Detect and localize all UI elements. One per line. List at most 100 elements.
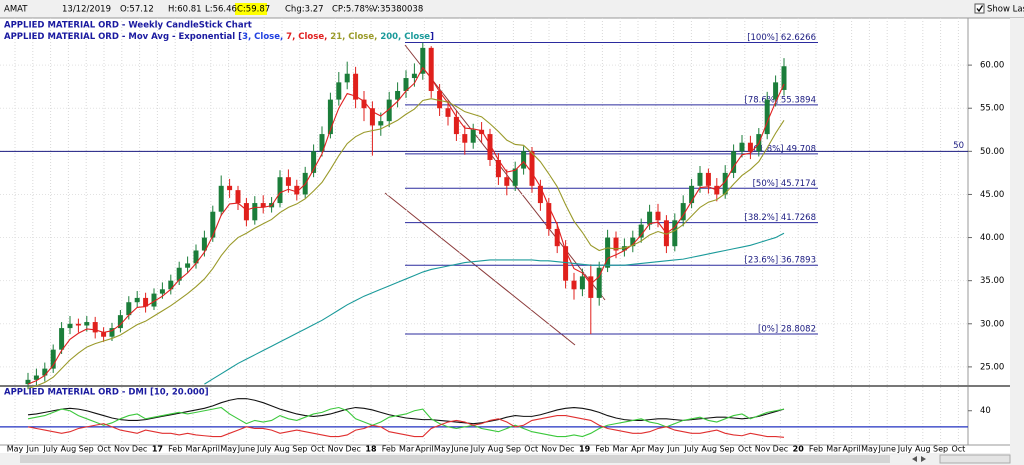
date: 13/12/2019 — [62, 5, 111, 15]
candle-body — [193, 250, 199, 264]
x-tick-label: Mar — [185, 445, 201, 454]
y-tick-label: 45.00 — [980, 190, 1004, 200]
fib-label: [50%] 45.7174 — [753, 179, 816, 189]
candle-body — [126, 302, 132, 316]
candle-body — [168, 280, 174, 290]
x-tick-label: Jun — [666, 445, 680, 454]
x-tick-label: July — [470, 445, 486, 454]
candle-body — [277, 177, 283, 204]
candle-body — [252, 203, 258, 221]
candle-body — [243, 203, 249, 221]
x-tick-label: 20 — [793, 445, 805, 454]
candle-body — [445, 108, 451, 117]
candle-body — [151, 293, 157, 307]
x-tick-label: May — [7, 445, 24, 454]
candle-body — [613, 237, 619, 251]
x-tick-label: April — [415, 445, 433, 454]
candle-body — [747, 142, 753, 152]
candle-body — [638, 224, 644, 238]
candle-body — [344, 73, 350, 83]
x-tick-label: Feb — [382, 445, 396, 454]
x-tick-label: Mar — [399, 445, 415, 454]
close-highlight — [235, 3, 267, 15]
candle-body — [479, 129, 485, 135]
candle-body — [537, 185, 543, 204]
candle-body — [411, 73, 417, 79]
x-tick-label: Nov — [114, 445, 130, 454]
candle-body — [369, 108, 375, 126]
x-tick-label: Oct — [97, 445, 111, 454]
show-last-label[interactable]: Show Last — [987, 5, 1024, 15]
x-tick-label: May — [220, 445, 237, 454]
candle-body — [495, 159, 501, 178]
x-tick-label: Jun — [26, 445, 40, 454]
x-tick-label: 18 — [365, 445, 377, 454]
fib-label: [38.2%] 41.7268 — [745, 213, 817, 223]
level-label: 50 — [953, 141, 964, 151]
candle-body — [327, 99, 333, 135]
candle-body — [311, 151, 317, 173]
candle-body — [101, 332, 107, 337]
candle-body — [521, 151, 527, 169]
candle-body — [579, 276, 585, 290]
fib-label: [0%] 28.8082 — [758, 325, 816, 335]
x-tick-label: June — [450, 445, 469, 454]
candle-body — [227, 185, 233, 191]
trend-line — [384, 192, 576, 346]
candle-body — [403, 78, 409, 91]
x-tick-label: Mar — [613, 445, 629, 454]
x-tick-label: Dec — [559, 445, 574, 454]
fib-label: [23.6%] 36.7893 — [745, 256, 817, 266]
x-tick-label: Sep — [506, 445, 521, 454]
y-tick-label: 40 — [980, 406, 991, 416]
show-last-checkbox[interactable] — [974, 3, 985, 14]
x-tick-label: May — [861, 445, 878, 454]
x-tick-label: Dec — [345, 445, 360, 454]
candle-body — [420, 47, 426, 74]
x-tick-label: Oct — [311, 445, 325, 454]
candle-body — [134, 297, 140, 303]
candle-body — [596, 267, 602, 298]
candle-body — [33, 375, 39, 380]
candle-body — [428, 47, 434, 91]
candle-body — [722, 172, 728, 195]
candle-body — [487, 134, 493, 160]
candle-body — [672, 220, 678, 247]
series-line — [27, 398, 785, 425]
candle-body — [395, 90, 401, 100]
x-tick-label: April — [202, 445, 220, 454]
candle-body — [546, 203, 552, 229]
x-tick-label: Oct — [738, 445, 752, 454]
candle-body — [647, 211, 653, 225]
scroll-arrows[interactable] — [912, 456, 926, 462]
ma-legend: APPLIED MATERIAL ORD - Mov Avg - Exponen… — [4, 32, 434, 42]
candle-body — [75, 323, 81, 326]
candle-body — [159, 289, 165, 294]
right-scrollbar[interactable] — [1010, 18, 1024, 453]
y-tick-label: 40.00 — [980, 233, 1004, 243]
x-tick-label: July — [42, 445, 58, 454]
change: Chg:3.27 — [285, 5, 324, 15]
candle-body — [176, 267, 182, 281]
x-tick-label: Apr — [631, 445, 646, 454]
x-tick-label: Oct — [951, 445, 965, 454]
x-tick-label: Sep — [79, 445, 94, 454]
candle-body — [319, 134, 325, 152]
series-line — [27, 66, 785, 385]
candle-body — [210, 211, 216, 238]
x-tick-label: Sep — [292, 445, 307, 454]
scroll-controls[interactable] — [939, 454, 1011, 464]
change-pct: CP:5.78% — [332, 5, 373, 15]
candle-body — [504, 177, 510, 186]
candle-body — [773, 82, 779, 100]
x-tick-label: Dec — [773, 445, 788, 454]
scroll-thumb[interactable] — [20, 455, 890, 463]
chart-title: APPLIED MATERIAL ORD - Weekly CandleStic… — [4, 21, 252, 31]
x-tick-label: Sep — [719, 445, 734, 454]
candle-body — [92, 322, 98, 333]
trend-line — [404, 44, 606, 301]
candle-body — [571, 280, 577, 290]
x-tick-label: Dec — [132, 445, 147, 454]
candle-body — [705, 172, 711, 186]
